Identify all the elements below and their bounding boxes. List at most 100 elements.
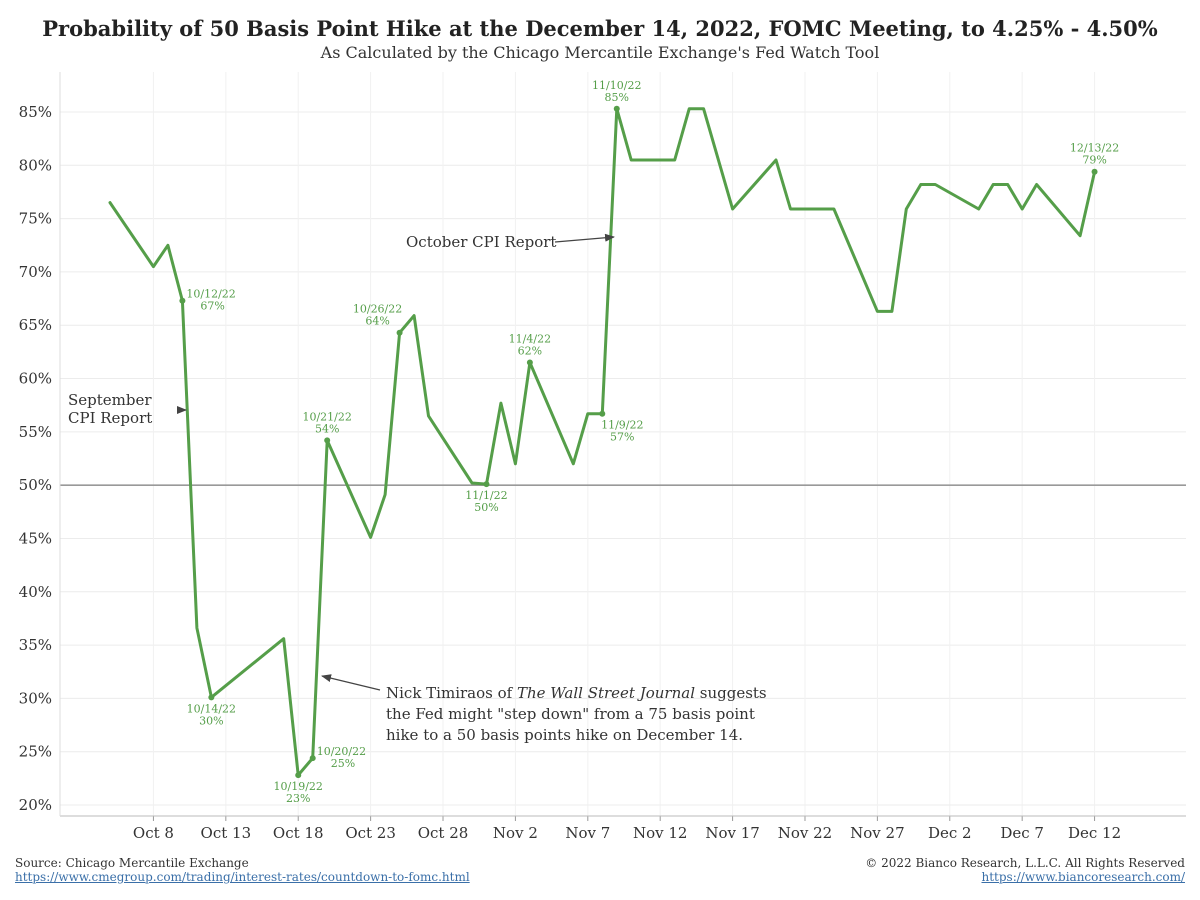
point-date-label: 10/12/22 bbox=[186, 288, 235, 301]
x-tick-label: Nov 7 bbox=[565, 824, 610, 842]
annotation-text: Nick Timiraos of The Wall Street Journal… bbox=[386, 684, 767, 702]
y-tick-label: 55% bbox=[19, 423, 52, 441]
y-tick-label: 40% bbox=[19, 583, 52, 601]
point-date-label: 10/19/22 bbox=[274, 780, 323, 793]
x-tick-label: Oct 28 bbox=[418, 824, 469, 842]
point-date-label: 12/13/22 bbox=[1070, 142, 1119, 155]
annotation-span: the Fed might "step down" from a 75 basi… bbox=[386, 705, 755, 723]
annotation-text: the Fed might "step down" from a 75 basi… bbox=[386, 705, 755, 723]
y-tick-label: 85% bbox=[19, 103, 52, 121]
point-date-label: 11/10/22 bbox=[592, 79, 641, 92]
x-tick-label: Oct 8 bbox=[133, 824, 174, 842]
y-tick-label: 45% bbox=[19, 529, 52, 547]
y-tick-label: 35% bbox=[19, 636, 52, 654]
x-tick-label: Nov 2 bbox=[493, 824, 538, 842]
x-tick-label: Nov 17 bbox=[705, 824, 760, 842]
point-value-label: 85% bbox=[605, 91, 629, 104]
annotation-text: hike to a 50 basis points hike on Decemb… bbox=[386, 726, 743, 744]
copyright-text: © 2022 Bianco Research, L.L.C. All Right… bbox=[865, 856, 1185, 870]
chart-subtitle: As Calculated by the Chicago Mercantile … bbox=[320, 43, 880, 62]
chart-title: Probability of 50 Basis Point Hike at th… bbox=[42, 16, 1158, 41]
y-tick-label: 25% bbox=[19, 743, 52, 761]
x-tick-label: Nov 22 bbox=[778, 824, 833, 842]
annotation-text: September bbox=[68, 391, 152, 409]
point-value-label: 57% bbox=[610, 431, 634, 444]
annotation-span: suggests bbox=[695, 684, 767, 702]
point-value-label: 64% bbox=[365, 315, 389, 328]
x-tick-label: Dec 12 bbox=[1068, 824, 1121, 842]
y-tick-label: 70% bbox=[19, 263, 52, 281]
x-tick-label: Oct 23 bbox=[345, 824, 396, 842]
annotation-span: hike to a 50 basis points hike on Decemb… bbox=[386, 726, 743, 744]
source-link-wrap: https://www.cmegroup.com/trading/interes… bbox=[15, 870, 470, 884]
data-point bbox=[324, 437, 331, 444]
point-date-label: 11/1/22 bbox=[465, 489, 507, 502]
annotation-text: CPI Report bbox=[68, 409, 152, 427]
data-point bbox=[309, 755, 316, 762]
site-link-wrap: https://www.biancoresearch.com/ bbox=[981, 870, 1185, 884]
point-date-label: 10/26/22 bbox=[353, 303, 402, 316]
annotation-italic-span: The Wall Street Journal bbox=[517, 684, 695, 702]
y-tick-label: 30% bbox=[19, 689, 52, 707]
data-point bbox=[396, 329, 403, 336]
annotation-arrow bbox=[554, 233, 615, 243]
point-value-label: 62% bbox=[518, 345, 542, 358]
point-date-label: 11/4/22 bbox=[509, 333, 551, 346]
series-layer bbox=[108, 105, 1098, 779]
source-label: Source: Chicago Mercantile Exchange bbox=[15, 856, 249, 870]
axes: 20% 25% 30% 35% 40% 45% 50% 55% 60% 65% 70% 75% 80% 8… bbox=[19, 72, 1186, 842]
data-point bbox=[483, 481, 490, 488]
data-point bbox=[208, 694, 215, 701]
point-date-label: 10/20/22 bbox=[317, 745, 366, 758]
y-tick-label: 65% bbox=[19, 316, 52, 334]
x-tick-label: Nov 12 bbox=[633, 824, 688, 842]
point-date-label: 10/21/22 bbox=[302, 410, 351, 423]
series-line bbox=[108, 107, 1097, 777]
data-point bbox=[599, 410, 606, 417]
data-point bbox=[526, 359, 533, 366]
point-value-label: 79% bbox=[1082, 154, 1106, 167]
y-tick-label: 75% bbox=[19, 210, 52, 228]
point-date-label: 11/9/22 bbox=[601, 419, 643, 432]
point-value-label: 54% bbox=[315, 422, 339, 435]
data-point bbox=[1091, 168, 1098, 175]
y-tick-label: 50% bbox=[19, 476, 52, 494]
x-tick-label: Oct 13 bbox=[201, 824, 252, 842]
point-date-label: 10/14/22 bbox=[187, 702, 236, 715]
x-tick-label: Dec 2 bbox=[928, 824, 972, 842]
x-tick-label: Nov 27 bbox=[850, 824, 905, 842]
point-value-label: 25% bbox=[331, 757, 355, 770]
point-value-label: 67% bbox=[200, 300, 224, 313]
source-link[interactable]: https://www.cmegroup.com/trading/interes… bbox=[15, 870, 470, 884]
point-value-label: 23% bbox=[286, 792, 310, 805]
y-tick-label: 60% bbox=[19, 370, 52, 388]
annotation: Nick Timiraos of The Wall Street Journal… bbox=[321, 674, 767, 744]
data-point bbox=[295, 772, 302, 779]
y-tick-label: 80% bbox=[19, 156, 52, 174]
x-tick-label: Dec 7 bbox=[1000, 824, 1044, 842]
x-tick-label: Oct 18 bbox=[273, 824, 324, 842]
data-point bbox=[613, 105, 620, 112]
annotation-arrow bbox=[321, 674, 381, 691]
point-value-label: 50% bbox=[474, 501, 498, 514]
annotation: October CPI Report bbox=[406, 233, 615, 251]
site-link[interactable]: https://www.biancoresearch.com/ bbox=[981, 870, 1185, 884]
data-point bbox=[179, 297, 186, 304]
y-tick-label: 20% bbox=[19, 796, 52, 814]
annotation-span: Nick Timiraos of bbox=[386, 684, 517, 702]
